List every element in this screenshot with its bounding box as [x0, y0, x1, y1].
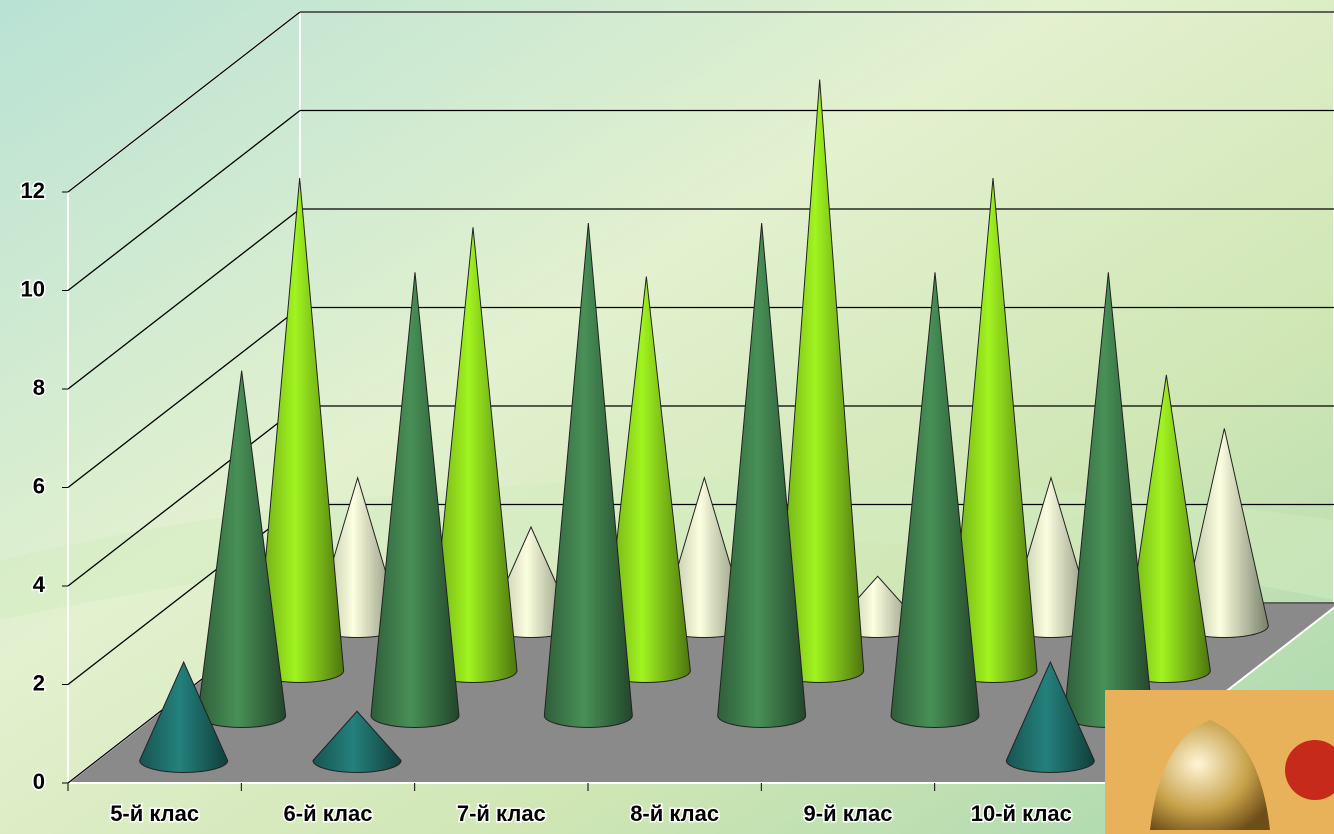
x-tick-label: 8-й клас — [630, 801, 719, 826]
y-tick-label: 2 — [33, 670, 45, 695]
cone — [139, 660, 229, 773]
bell-decoration — [1105, 690, 1334, 834]
cone — [890, 272, 980, 728]
grid-line — [67, 405, 301, 587]
grid-line — [67, 11, 301, 193]
cone — [370, 272, 460, 728]
cone — [717, 222, 807, 728]
x-tick-label: 10-й клас — [971, 801, 1072, 826]
x-tick-label: 6-й клас — [284, 801, 373, 826]
cone — [543, 222, 633, 728]
x-tick-label: 9-й клас — [804, 801, 893, 826]
cone — [312, 710, 402, 773]
labels: 0 2 4 6 8 10 12 5-й клас 6-й клас 7-й клас 8-й кла… — [19, 176, 1073, 827]
grid-line — [67, 208, 301, 390]
y-tick-label: 12 — [21, 178, 45, 203]
y-tick-label: 6 — [33, 473, 45, 498]
y-tick-label: 10 — [21, 276, 45, 301]
cones — [139, 79, 1269, 773]
y-tick-label: 8 — [33, 375, 45, 400]
cone — [1005, 660, 1095, 773]
grid-line — [67, 109, 301, 292]
grid-line — [67, 306, 301, 489]
bell — [1150, 720, 1270, 830]
x-tick-label: 7-й клас — [457, 801, 546, 826]
x-tick-label: 5-й клас — [110, 801, 199, 826]
ribbon — [1285, 740, 1334, 800]
y-tick-label: 0 — [33, 769, 45, 794]
y-tick-label: 4 — [33, 572, 46, 597]
